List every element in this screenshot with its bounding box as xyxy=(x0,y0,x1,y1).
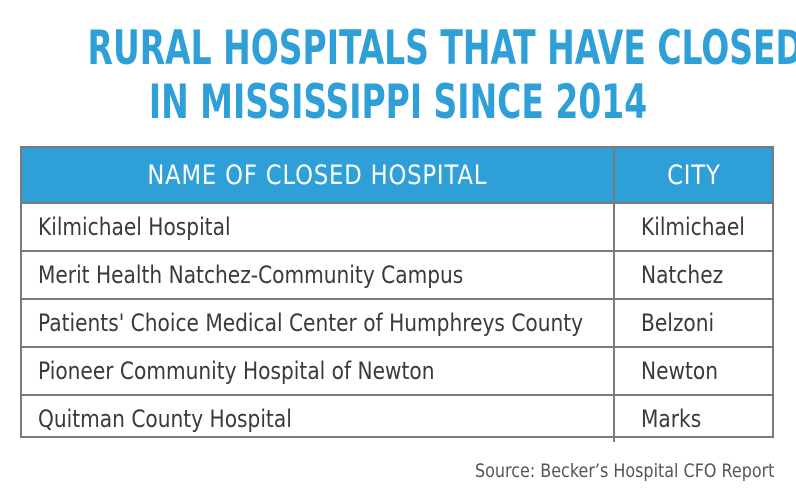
table-row: Quitman County Hospital Marks xyxy=(22,394,772,442)
column-header-city: CITY xyxy=(614,148,772,203)
city-cell: Kilmichael xyxy=(614,202,772,251)
city-cell: Marks xyxy=(614,394,772,442)
source-credit: Source: Becker’s Hospital CFO Report xyxy=(474,460,774,482)
table-row: Patients' Choice Medical Center of Humph… xyxy=(22,298,772,347)
page-title: RURAL HOSPITALS THAT HAVE CLOSED IN MISS… xyxy=(87,21,796,130)
hospital-name-cell: Pioneer Community Hospital of Newton xyxy=(22,346,615,395)
hospitals-table: NAME OF CLOSED HOSPITAL CITY Kilmichael … xyxy=(20,146,774,442)
hospital-name-cell: Quitman County Hospital xyxy=(22,394,615,442)
hospital-name-cell: Merit Health Natchez-Community Campus xyxy=(22,250,615,299)
hospital-name-cell: Kilmichael Hospital xyxy=(22,202,615,251)
table-row: Pioneer Community Hospital of Newton New… xyxy=(22,346,772,395)
city-cell: Newton xyxy=(614,346,772,395)
table-row: Kilmichael Hospital Kilmichael xyxy=(22,202,772,251)
title-line-2: IN MISSISSIPPI SINCE 2014 xyxy=(148,75,648,130)
column-header-hospital-name: NAME OF CLOSED HOSPITAL xyxy=(22,148,615,203)
hospital-name-cell: Patients' Choice Medical Center of Humph… xyxy=(22,298,615,347)
city-cell: Belzoni xyxy=(614,298,772,347)
table-row: Merit Health Natchez-Community Campus Na… xyxy=(22,250,772,299)
title-line-1: RURAL HOSPITALS THAT HAVE CLOSED xyxy=(87,21,796,76)
city-cell: Natchez xyxy=(614,250,772,299)
table-header-row: NAME OF CLOSED HOSPITAL CITY xyxy=(22,148,772,203)
